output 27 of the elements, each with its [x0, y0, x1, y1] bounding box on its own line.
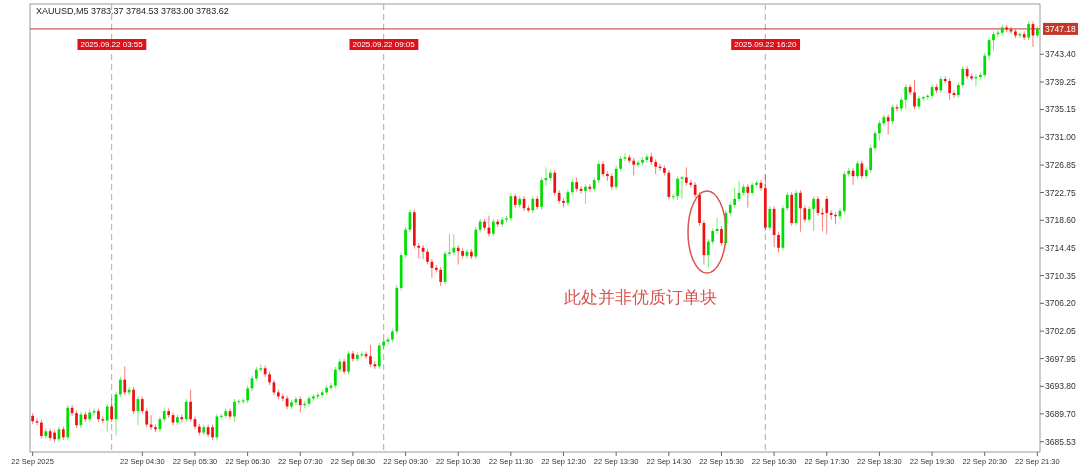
chart-title: XAUUSD,M5 3783.37 3784.53 3783.00 3783.62	[36, 6, 229, 16]
y-tick-label: 3702.05	[1045, 326, 1076, 337]
candlestick	[671, 193, 675, 201]
ref-line-label: 2025.09.22 03:55	[80, 40, 144, 49]
y-tick-label: 3689.70	[1045, 408, 1076, 419]
y-tick-label: 3718.60	[1045, 215, 1076, 226]
y-tick-label: 3726.85	[1045, 160, 1076, 171]
y-tick-label: 3739.25	[1045, 77, 1076, 88]
y-tick-label: 3731.00	[1045, 132, 1076, 143]
ref-line-label: 2025.09.22 09:05	[352, 40, 416, 49]
y-tick-label: 3722.75	[1045, 187, 1076, 198]
candlestick	[623, 152, 627, 162]
ref-line-label: 2025.09.22 16:20	[734, 40, 798, 49]
y-tick-label: 3735.15	[1045, 104, 1076, 115]
y-tick-label: 3710.35	[1045, 270, 1076, 281]
y-tick-label: 3714.45	[1045, 243, 1076, 254]
candlestick	[373, 361, 377, 370]
y-tick-label: 3693.80	[1045, 381, 1076, 392]
y-tick-label: 3743.40	[1045, 49, 1076, 60]
candlestick	[241, 397, 245, 405]
candlestick	[386, 336, 390, 345]
ref-line-label: 3747.18	[1045, 23, 1076, 34]
candlestick	[35, 418, 39, 426]
y-tick-label: 3685.53	[1045, 436, 1076, 447]
y-tick-label: 3706.20	[1045, 298, 1076, 309]
y-tick-label: 3697.95	[1045, 353, 1076, 364]
annotation: 此处并非优质订单块	[563, 288, 717, 307]
